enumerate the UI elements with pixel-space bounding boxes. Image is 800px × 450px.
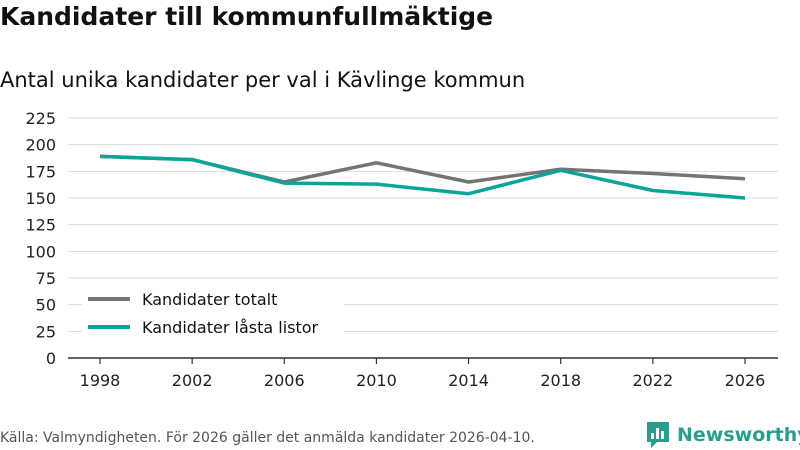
legend-label: Kandidater låsta listor xyxy=(142,318,319,337)
x-tick-label: 2006 xyxy=(264,371,305,390)
legend: Kandidater totalt Kandidater låsta listor xyxy=(82,284,344,344)
y-tick-label: 50 xyxy=(36,296,56,315)
x-tick-label: 2014 xyxy=(448,371,489,390)
chart-title: Kandidater till kommunfullmäktige xyxy=(0,2,494,31)
legend-label: Kandidater totalt xyxy=(142,290,277,309)
x-tick-label: 2002 xyxy=(172,371,213,390)
x-tick-label: 2022 xyxy=(632,371,673,390)
brand-name: Newsworthy xyxy=(677,424,800,446)
chart-subtitle: Antal unika kandidater per val i Kävling… xyxy=(0,68,526,92)
y-axis-ticks: 0 25 50 75 100 125 150 175 200 225 xyxy=(25,109,56,368)
y-tick-label: 225 xyxy=(25,109,56,128)
brand-logo: Newsworthy xyxy=(645,420,800,450)
x-tick-label: 2018 xyxy=(540,371,581,390)
y-tick-label: 25 xyxy=(36,322,56,341)
series-lines xyxy=(99,154,746,200)
x-tick-label: 2010 xyxy=(356,371,397,390)
series-line-lasta-listor xyxy=(99,154,746,200)
legend-background xyxy=(82,284,344,344)
x-axis-ticks: 1998 2002 2006 2010 2014 2018 2022 2026 xyxy=(68,357,778,390)
y-tick-label: 100 xyxy=(25,242,56,261)
y-tick-label: 0 xyxy=(46,349,56,368)
source-note: Källa: Valmyndigheten. För 2026 gäller d… xyxy=(0,430,535,446)
y-tick-label: 75 xyxy=(36,269,56,288)
y-tick-label: 125 xyxy=(25,216,56,235)
y-tick-label: 200 xyxy=(25,136,56,155)
x-tick-label: 1998 xyxy=(80,371,121,390)
y-tick-label: 175 xyxy=(25,162,56,181)
x-tick-label: 2026 xyxy=(725,371,766,390)
newsworthy-logo-icon xyxy=(647,422,669,448)
y-tick-label: 150 xyxy=(25,189,56,208)
